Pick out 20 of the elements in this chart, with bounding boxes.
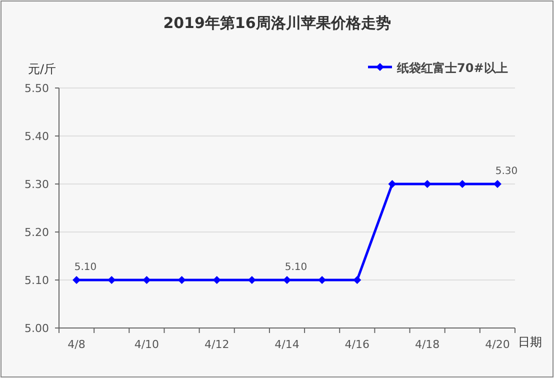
- x-tick-label: 4/18: [414, 338, 440, 351]
- data-label: 5.10: [284, 262, 308, 273]
- y-axis-title: 元/斤: [28, 62, 56, 76]
- legend-label: 纸袋红富士70#以上: [396, 61, 508, 75]
- y-tick-label: 5.30: [24, 178, 49, 191]
- x-axis-title: 日期: [518, 335, 542, 349]
- x-tick-label: 4/14: [274, 338, 300, 351]
- y-tick-label: 5.50: [24, 82, 49, 95]
- y-tick-label: 5.40: [24, 130, 49, 143]
- x-tick-label: 4/12: [204, 338, 230, 351]
- x-tick-label: 4/8: [68, 338, 86, 351]
- x-tick-label: 4/16: [344, 338, 370, 351]
- data-label: 5.30: [495, 166, 518, 177]
- data-label: 5.10: [74, 262, 97, 273]
- x-tick-label: 4/20: [485, 338, 510, 351]
- chart-title: 2019年第16周洛川苹果价格走势: [163, 14, 391, 32]
- x-tick-label: 4/10: [134, 338, 160, 351]
- y-tick-label: 5.00: [24, 322, 49, 335]
- y-tick-label: 5.10: [24, 274, 49, 287]
- y-tick-label: 5.20: [24, 226, 49, 239]
